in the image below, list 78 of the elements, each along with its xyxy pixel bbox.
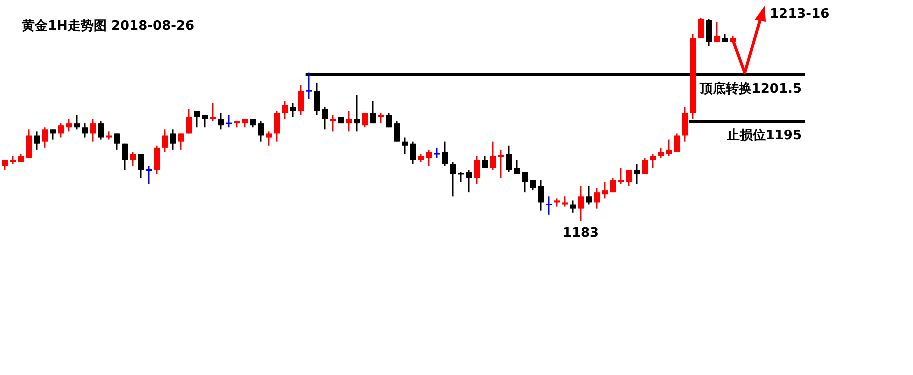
candlestick	[402, 137, 408, 155]
candlestick	[466, 170, 472, 194]
candlestick	[258, 120, 264, 143]
candlestick	[514, 159, 520, 176]
candlestick	[314, 82, 320, 116]
candlestick	[538, 180, 544, 212]
candlestick	[162, 128, 168, 153]
candlestick	[578, 186, 584, 222]
candlestick	[202, 114, 208, 128]
candlestick	[522, 172, 528, 194]
candlestick	[370, 100, 376, 124]
candlestick	[506, 145, 512, 174]
candlestick	[362, 112, 368, 128]
candlestick	[674, 132, 680, 153]
candlestick	[682, 106, 688, 143]
candlestick	[594, 188, 600, 210]
candlestick	[450, 161, 456, 198]
candlestick	[114, 132, 120, 151]
candlestick	[634, 163, 640, 186]
candlestick	[218, 112, 224, 130]
candlestick	[602, 182, 608, 200]
candlestick	[650, 153, 656, 169]
ref-line-label: 止损位1195	[726, 128, 802, 144]
candlestick	[66, 118, 72, 132]
candlestick	[178, 132, 184, 151]
candlestick	[426, 149, 432, 167]
candlestick	[74, 114, 80, 130]
candlestick	[498, 149, 504, 180]
candlestick	[330, 114, 336, 132]
candlestick	[322, 106, 328, 130]
candlestick	[274, 110, 280, 143]
candlestick	[474, 155, 480, 186]
candlestick	[290, 102, 296, 118]
candlestick	[386, 112, 392, 128]
candlestick	[50, 128, 56, 141]
candlestick	[410, 141, 416, 165]
chart-title: 黄金1H走势图 2018-08-26	[21, 18, 195, 34]
candlestick	[138, 153, 144, 180]
candlestick	[82, 122, 88, 139]
candlestick	[298, 84, 304, 116]
candlestick	[586, 186, 592, 206]
candlestick	[658, 147, 664, 159]
text: 1183	[562, 226, 600, 241]
candlestick	[26, 128, 32, 159]
candlestick	[666, 139, 672, 157]
candlestick	[2, 159, 8, 171]
candlestick	[618, 167, 624, 186]
candlestick	[186, 108, 192, 134]
candlestick	[714, 21, 720, 44]
candlestick	[34, 130, 40, 151]
candlestick	[570, 200, 576, 214]
candlestick	[346, 110, 352, 132]
candlestick	[442, 141, 448, 167]
candlestick	[42, 126, 48, 149]
candlestick	[98, 120, 104, 141]
candlestick	[626, 170, 632, 188]
candlestick	[194, 110, 200, 128]
text: 1213-16	[770, 7, 830, 22]
candlestick	[394, 120, 400, 143]
candlestick	[706, 18, 712, 48]
candlestick	[154, 145, 160, 176]
candlestick	[266, 130, 272, 147]
candlestick	[698, 17, 704, 40]
candlestick	[210, 102, 216, 122]
candlestick	[482, 155, 488, 169]
candlestick	[122, 143, 128, 171]
candlestick	[378, 112, 384, 124]
candlestick	[610, 178, 616, 194]
candlestick	[354, 94, 360, 132]
candlestick	[490, 141, 496, 171]
candlestick	[282, 100, 288, 120]
candlestick	[642, 157, 648, 176]
candlestick	[170, 128, 176, 151]
candlestick	[130, 151, 136, 167]
candlestick	[90, 118, 96, 143]
ref-line-label: 顶底转换1201.5	[698, 80, 802, 97]
candlestick	[562, 196, 568, 208]
candlestick	[58, 122, 64, 139]
